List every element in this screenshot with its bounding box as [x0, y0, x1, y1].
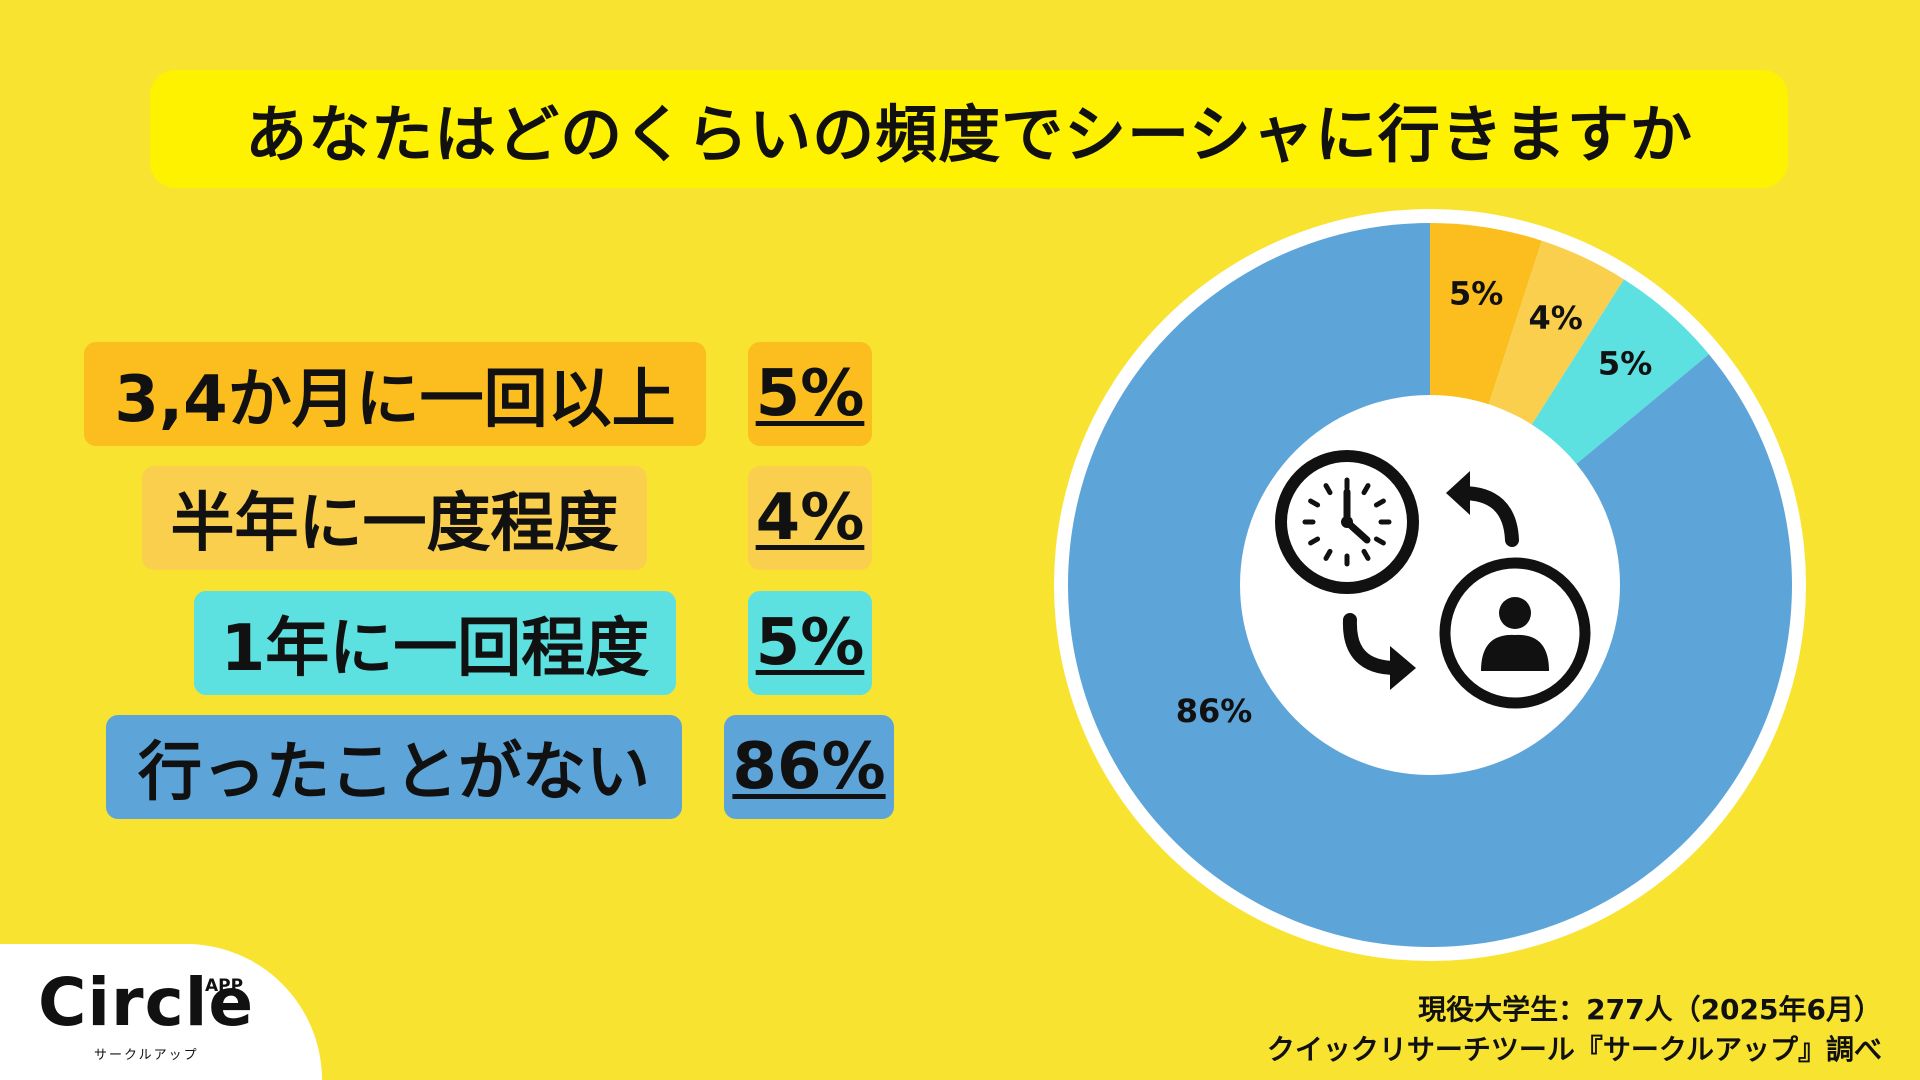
title-banner: あなたはどのくらいの頻度でシーシャに行きますか [150, 70, 1788, 188]
legend-label-1: 半年に一度程度 [142, 466, 647, 570]
chart-title: あなたはどのくらいの頻度でシーシャに行きますか [245, 98, 1693, 171]
legend-value-1: 4% [748, 466, 872, 570]
legend-label-2: 1年に一回程度 [194, 591, 676, 695]
slice-label-0: 5% [1449, 275, 1503, 313]
legend-label-3: 行ったことがない [106, 715, 682, 819]
curved-arrow-back-icon [1446, 471, 1519, 547]
logo-app-label: APP [205, 976, 244, 996]
curved-arrow-forward-icon [1342, 613, 1416, 690]
donut-chart: 5% 4% 5% 86% [1054, 209, 1806, 961]
person-icon [1439, 557, 1591, 709]
source-note: 現役大学生：277人（2025年6月） クイックリサーチツール『サークルアップ』… [1267, 990, 1882, 1070]
logo-subtitle: サークルアップ [94, 1048, 199, 1063]
legend-value-3: 86% [724, 715, 894, 819]
clock-icon [1275, 450, 1419, 594]
slice-label-3: 86% [1176, 692, 1253, 730]
clock-and-person-cycle-icon [1275, 450, 1591, 709]
legend-value-2: 5% [748, 591, 872, 695]
logo-wordmark: Circle [38, 964, 255, 1041]
legend-value-0: 5% [748, 342, 872, 446]
slice-label-1: 4% [1528, 299, 1582, 337]
slice-label-2: 5% [1598, 345, 1652, 383]
source-line-2: クイックリサーチツール『サークルアップ』調べ [1266, 1033, 1882, 1066]
legend-label-0: 3,4か月に一回以上 [84, 342, 706, 446]
source-line-1: 現役大学生：277人（2025年6月） [1418, 993, 1882, 1026]
